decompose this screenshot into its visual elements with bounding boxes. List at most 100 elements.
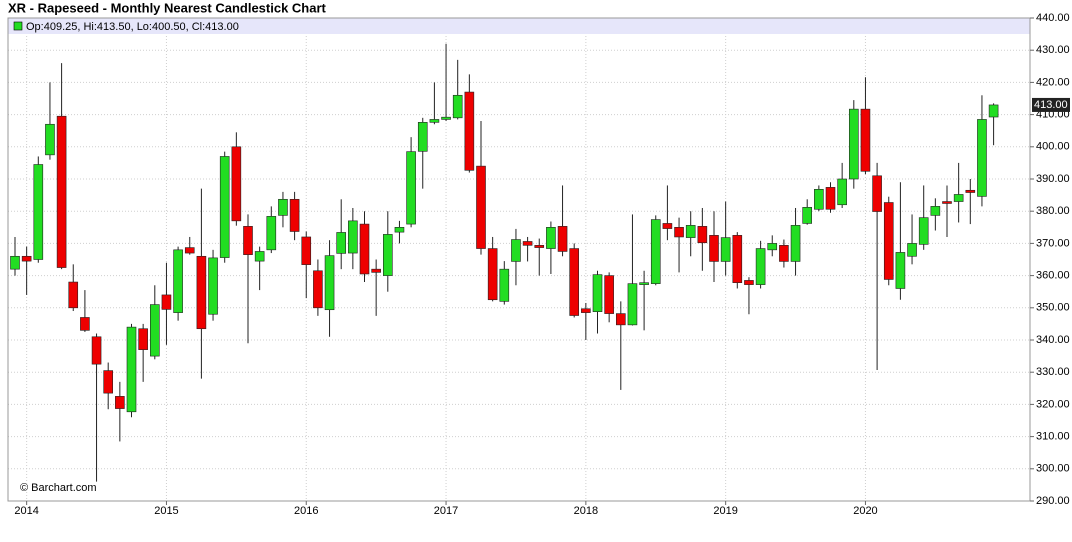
candle-body	[860, 108, 871, 172]
x-tick-label: 2016	[294, 505, 318, 517]
candle-body	[208, 257, 218, 315]
legend-swatch	[13, 21, 23, 31]
candle-body	[977, 119, 987, 197]
y-tick-label: 300.00	[1036, 463, 1070, 475]
candle-body	[918, 217, 929, 245]
candle-body	[546, 227, 556, 249]
plot-area	[7, 17, 1031, 502]
candle-body	[10, 255, 20, 270]
legend-band	[8, 18, 1030, 34]
candle-body	[219, 156, 230, 258]
candle-body	[254, 251, 265, 262]
candle-body	[266, 216, 277, 251]
candle-body	[534, 245, 545, 248]
y-tick-label: 440.00	[1036, 12, 1070, 24]
legend-text: Op:409.25, Hi:413.50, Lo:400.50, Cl:413.…	[26, 21, 239, 33]
candle-body	[487, 248, 498, 301]
candle-body	[767, 243, 778, 251]
candle-body	[173, 249, 183, 313]
candle-body	[627, 283, 638, 326]
candle-body	[359, 223, 370, 275]
candle-body	[324, 255, 335, 311]
candle-body	[103, 370, 113, 394]
x-tick-label: 2018	[574, 505, 598, 517]
candle-body	[184, 247, 195, 254]
candle-body	[231, 146, 242, 222]
candle-body	[452, 94, 463, 119]
y-tick-label: 360.00	[1036, 270, 1070, 282]
candle-body	[639, 282, 649, 285]
candle-body	[91, 336, 102, 365]
candle-body	[674, 227, 684, 238]
candle-body	[581, 308, 591, 313]
watermark: © Barchart.com	[20, 482, 97, 494]
candle-body	[499, 268, 510, 302]
y-tick-label: 430.00	[1036, 44, 1070, 56]
chart-title: XR - Rapeseed - Monthly Nearest Candlest…	[8, 0, 327, 15]
candle-body	[45, 123, 55, 156]
x-tick-label: 2019	[713, 505, 737, 517]
last-price-label: 413.00	[1034, 99, 1068, 111]
candle-body	[942, 201, 952, 204]
candle-body	[988, 104, 999, 118]
candle-body	[382, 234, 393, 276]
candle-body	[196, 255, 207, 330]
y-tick-label: 330.00	[1036, 366, 1070, 378]
candle-body	[779, 245, 789, 262]
candle-body	[441, 116, 451, 120]
candle-body	[313, 270, 323, 309]
candle-body	[662, 223, 673, 229]
candle-body	[243, 226, 253, 255]
candle-body	[56, 115, 67, 268]
candle-body	[802, 207, 813, 224]
candle-body	[429, 119, 440, 123]
candle-body	[720, 237, 731, 262]
candle-body	[278, 198, 288, 216]
candle-body	[150, 304, 160, 357]
candle-body	[511, 239, 521, 262]
x-tick-label: 2015	[154, 505, 178, 517]
x-tick-label: 2020	[853, 505, 877, 517]
candle-body	[755, 248, 766, 285]
candle-body	[650, 219, 661, 284]
candle-body	[406, 151, 416, 225]
candle-body	[464, 91, 475, 171]
last-price-box	[1032, 97, 1070, 112]
x-tick-label: 2014	[14, 505, 38, 517]
y-tick-label: 290.00	[1036, 495, 1070, 507]
candle-body	[126, 326, 137, 413]
candle-body	[80, 317, 90, 331]
candle-body	[965, 189, 976, 193]
candle-body	[301, 236, 312, 265]
y-tick-label: 350.00	[1036, 302, 1070, 314]
candle-body	[615, 313, 626, 326]
candle-body	[732, 235, 743, 283]
candle-body	[604, 275, 614, 314]
candle-body	[522, 241, 533, 246]
candle-body	[348, 220, 358, 254]
y-tick-label: 420.00	[1036, 76, 1070, 88]
candle-body	[592, 274, 603, 312]
candle-body	[930, 206, 941, 216]
y-tick-label: 320.00	[1036, 398, 1070, 410]
y-tick-label: 340.00	[1036, 334, 1070, 346]
candle-body	[790, 225, 801, 262]
candle-body	[837, 178, 847, 206]
candle-body	[907, 243, 917, 257]
candle-body	[33, 164, 44, 260]
y-tick-label: 310.00	[1036, 431, 1070, 443]
candle-body	[394, 227, 405, 233]
x-tick-label: 2017	[434, 505, 458, 517]
candle-body	[697, 226, 708, 244]
y-tick-label: 400.00	[1036, 141, 1070, 153]
candle-body	[895, 252, 906, 289]
candle-body	[557, 226, 568, 252]
y-tick-label: 390.00	[1036, 173, 1070, 185]
candle-body	[744, 280, 754, 285]
candle-body	[953, 194, 964, 202]
candle-body	[161, 294, 172, 310]
candle-body	[138, 328, 148, 350]
y-tick-label: 370.00	[1036, 237, 1070, 249]
y-tick-label: 380.00	[1036, 205, 1070, 217]
